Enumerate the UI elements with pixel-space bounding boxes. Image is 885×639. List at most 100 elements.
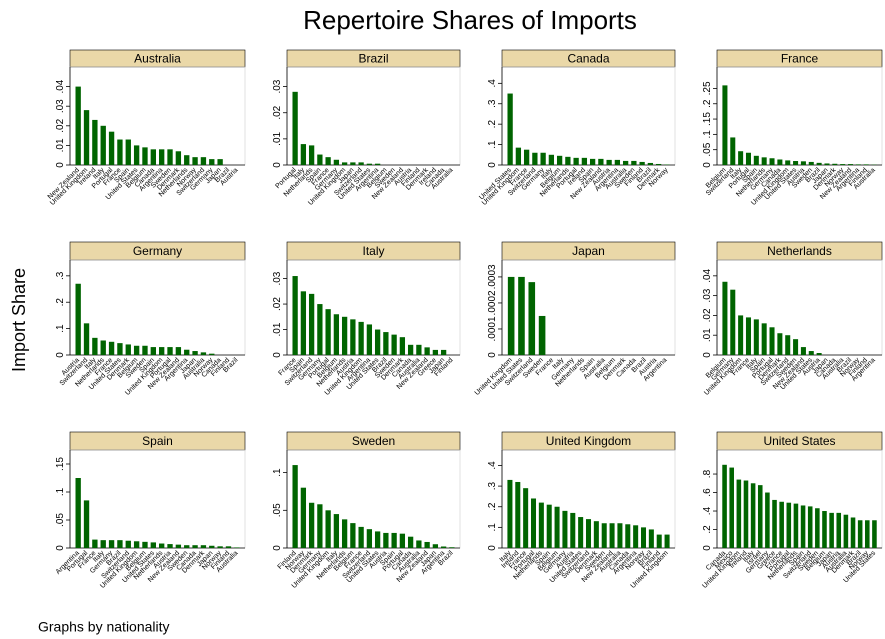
- bar: [150, 149, 156, 165]
- bar: [648, 529, 654, 548]
- bar: [432, 544, 439, 548]
- bar: [200, 352, 207, 355]
- bar: [518, 276, 525, 355]
- bar: [793, 339, 799, 355]
- bar: [554, 506, 560, 548]
- bar: [848, 164, 854, 165]
- bar: [743, 480, 749, 548]
- bar: [92, 539, 98, 548]
- bar: [150, 347, 156, 355]
- y-tick-label: 0: [272, 162, 283, 168]
- bar: [589, 158, 596, 165]
- y-tick-label: .0002: [487, 290, 498, 315]
- y-tick-label: .01: [55, 138, 66, 152]
- bar: [83, 500, 90, 548]
- bar: [772, 499, 777, 548]
- bar: [440, 349, 447, 355]
- bar: [333, 514, 340, 548]
- bar: [824, 163, 830, 165]
- bar: [184, 349, 190, 355]
- bar: [664, 534, 670, 548]
- y-tick-label: .3: [487, 99, 498, 108]
- bar: [432, 349, 439, 355]
- bar: [829, 512, 834, 548]
- bar: [843, 514, 849, 548]
- bar: [863, 164, 869, 165]
- bar: [816, 353, 822, 355]
- bar: [100, 340, 106, 355]
- y-tick-label: .01: [272, 322, 283, 336]
- bar: [209, 353, 215, 355]
- bar: [570, 512, 576, 548]
- bar: [167, 149, 173, 165]
- bar: [753, 155, 759, 165]
- bar: [738, 315, 744, 355]
- bar: [761, 323, 767, 355]
- bar: [184, 545, 190, 548]
- bar: [598, 158, 604, 165]
- y-tick-label: .05: [702, 142, 713, 156]
- y-axis-label: Import Share: [9, 268, 29, 372]
- panel-title: Japan: [572, 244, 605, 258]
- bar: [300, 291, 307, 355]
- y-tick-label: .1: [487, 523, 498, 532]
- bar: [745, 317, 751, 355]
- bar: [416, 540, 422, 548]
- y-tick-label: .03: [272, 271, 283, 285]
- panel-title: Italy: [362, 244, 384, 258]
- bar: [108, 540, 115, 548]
- bar: [75, 86, 81, 165]
- bar: [308, 293, 315, 355]
- y-tick-label: .2: [487, 120, 498, 129]
- y-tick-label: .15: [702, 112, 713, 126]
- bar: [507, 276, 515, 355]
- bar: [133, 145, 140, 165]
- bar: [407, 344, 414, 355]
- panel-title: Australia: [134, 52, 181, 66]
- bar: [449, 547, 455, 548]
- bar: [399, 337, 406, 355]
- bar: [757, 485, 763, 548]
- bar: [150, 542, 156, 548]
- y-tick-label: .02: [55, 118, 66, 132]
- y-tick-label: .02: [272, 105, 283, 119]
- bar: [374, 531, 381, 548]
- y-tick-label: .03: [55, 99, 66, 113]
- y-tick-label: .03: [272, 79, 283, 93]
- bar: [633, 525, 639, 548]
- bar: [736, 479, 742, 548]
- bar: [366, 163, 373, 165]
- panel-title: United States: [763, 434, 835, 448]
- y-tick-label: .1: [272, 468, 283, 477]
- panel-title: Netherlands: [767, 244, 832, 258]
- bar: [341, 519, 348, 548]
- bar: [100, 125, 106, 165]
- bar: [617, 523, 623, 548]
- bar: [515, 147, 522, 165]
- bar: [593, 521, 599, 548]
- bar: [325, 510, 331, 548]
- bar: [142, 541, 148, 548]
- bar: [625, 524, 631, 548]
- bar: [761, 157, 767, 165]
- plot-frame: [716, 66, 883, 166]
- y-tick-label: .0003: [487, 264, 498, 289]
- bar: [358, 526, 364, 548]
- y-tick-label: 0: [702, 545, 713, 551]
- bar: [640, 527, 647, 548]
- y-tick-label: .3: [487, 481, 498, 490]
- bar: [383, 532, 389, 548]
- bar: [507, 93, 513, 165]
- bar: [159, 149, 165, 165]
- bar: [538, 315, 546, 355]
- bar: [333, 314, 340, 355]
- bar: [366, 324, 373, 355]
- bar: [850, 517, 856, 548]
- bar: [125, 139, 131, 165]
- bar: [184, 155, 190, 165]
- y-tick-label: 0: [55, 352, 66, 358]
- bar: [217, 159, 223, 165]
- y-tick-label: 0: [55, 545, 66, 551]
- bar: [655, 163, 662, 165]
- bar: [786, 502, 792, 548]
